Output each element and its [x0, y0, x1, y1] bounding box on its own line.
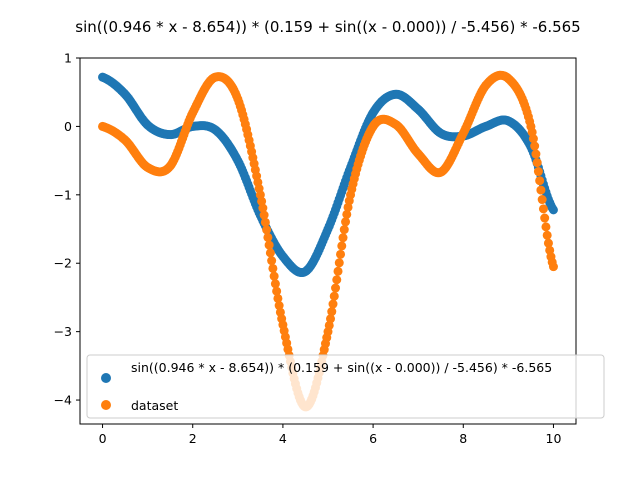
data-point — [274, 301, 284, 311]
data-point — [342, 209, 352, 219]
data-point — [268, 263, 278, 273]
data-point — [326, 314, 336, 324]
data-point — [331, 283, 341, 293]
y-tick-label: −4 — [54, 393, 72, 408]
data-point — [272, 286, 282, 296]
data-point — [542, 230, 552, 240]
data-point — [269, 271, 279, 281]
y-tick-label: 0 — [64, 119, 72, 134]
data-point — [540, 213, 550, 223]
data-point — [267, 256, 277, 266]
data-point — [535, 176, 545, 186]
data-point — [264, 240, 274, 250]
data-point — [273, 293, 283, 303]
data-point — [333, 266, 343, 276]
y-tick-label: −1 — [54, 187, 72, 202]
data-point — [328, 299, 338, 309]
data-point — [263, 232, 273, 242]
data-point — [329, 291, 339, 301]
data-point — [341, 217, 351, 227]
legend-marker-series-1 — [101, 373, 111, 383]
x-tick-label: 2 — [189, 431, 197, 446]
data-point — [339, 225, 349, 235]
legend: sin((0.946 * x - 8.654)) * (0.159 + sin(… — [86, 354, 605, 419]
data-point — [537, 195, 547, 205]
data-point — [548, 262, 558, 272]
data-point — [332, 275, 342, 285]
legend-label-series-2: dataset — [131, 398, 178, 413]
x-tick-label: 8 — [459, 431, 467, 446]
data-point — [532, 158, 542, 168]
data-point — [258, 203, 268, 213]
y-tick-label: −3 — [54, 324, 72, 339]
data-point — [260, 217, 270, 227]
x-tick-label: 6 — [369, 431, 377, 446]
data-point — [259, 210, 269, 220]
data-point — [270, 279, 280, 289]
y-axis: 1 0 −1 −2 −3 −4 — [54, 51, 80, 408]
data-point — [543, 238, 553, 248]
x-tick-label: 0 — [99, 431, 107, 446]
data-point — [336, 249, 346, 259]
series-2-points — [98, 70, 558, 412]
data-point — [538, 204, 548, 214]
series-1-points — [98, 72, 558, 278]
data-point — [536, 185, 546, 195]
x-tick-label: 10 — [546, 431, 562, 446]
data-point — [548, 205, 558, 215]
data-point — [257, 196, 267, 206]
legend-marker-series-2 — [101, 400, 111, 410]
data-point — [530, 141, 540, 151]
plot-frame — [79, 57, 577, 425]
data-point — [531, 149, 541, 159]
data-point — [262, 225, 272, 235]
legend-label-series-1: sin((0.946 * x - 8.654)) * (0.159 + sin(… — [131, 360, 552, 375]
x-tick-label: 4 — [279, 431, 287, 446]
y-tick-label: −2 — [54, 256, 72, 271]
data-point — [533, 167, 543, 177]
data-point — [338, 233, 348, 243]
data-point — [528, 134, 538, 144]
points-layer — [98, 70, 558, 412]
y-tick-label: 1 — [64, 51, 72, 66]
chart-title: sin((0.946 * x - 8.654)) * (0.159 + sin(… — [75, 18, 580, 36]
data-point — [337, 241, 347, 251]
data-point — [334, 258, 344, 268]
data-point — [327, 307, 337, 317]
legend-frame — [86, 354, 605, 419]
data-point — [541, 222, 551, 232]
x-axis: 0 2 4 6 8 10 — [99, 424, 562, 446]
data-point — [324, 320, 334, 330]
data-point — [265, 248, 275, 258]
